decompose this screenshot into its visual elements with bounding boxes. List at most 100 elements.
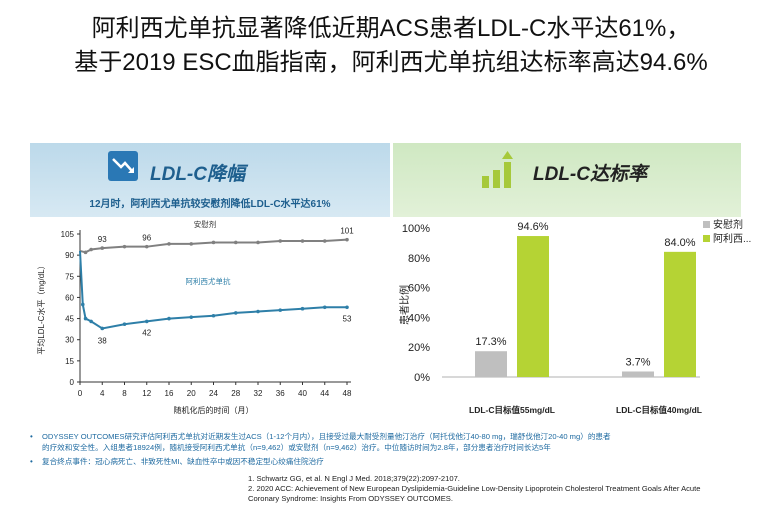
footnote-1: ODYSSEY OUTCOMES研究评估阿利西尤单抗对近期发生过ACS（1-12…	[42, 432, 611, 452]
left-panel-banner: LDL-C降幅 12月时，阿利西尤单抗较安慰剂降低LDL-C水平达61%	[30, 143, 390, 217]
legend-swatch	[703, 221, 710, 228]
data-point	[189, 242, 194, 246]
data-point	[211, 313, 216, 318]
bar	[475, 351, 507, 377]
references: 1. Schwartz GG, et al. N Engl J Med. 201…	[248, 474, 768, 504]
data-point	[122, 322, 127, 327]
x-tick-label: 8	[122, 389, 127, 398]
data-point	[89, 319, 93, 324]
data-point	[122, 244, 127, 249]
x-tick-label: 32	[254, 389, 263, 398]
bar-value-label: 84.0%	[664, 237, 695, 249]
data-point	[256, 309, 260, 314]
category-label: LDL-C目标值55mg/dL	[469, 405, 555, 415]
bar-chart-icon	[482, 151, 513, 188]
data-point	[144, 244, 149, 249]
bar-value-label: 17.3%	[475, 336, 506, 348]
title-line-1: 阿利西尤单抗显著降低近期ACS患者LDL-C水平达61%，	[91, 15, 691, 42]
data-point	[322, 305, 327, 310]
x-tick-label: 36	[276, 389, 285, 398]
y-tick-label: 15	[65, 357, 74, 366]
category-label: LDL-C目标值40mg/dL	[616, 405, 702, 415]
x-tick-label: 4	[100, 389, 105, 398]
left-panel-subtitle: 12月时，阿利西尤单抗较安慰剂降低LDL-C水平达61%	[89, 199, 331, 210]
data-point	[89, 247, 93, 252]
left-panel-title: LDL-C降幅	[150, 164, 245, 185]
x-axis-label: 随机化后的时间（月）	[174, 405, 254, 415]
data-point	[83, 316, 88, 321]
x-tick-label: 48	[343, 389, 352, 398]
data-label: 96	[142, 234, 151, 243]
data-point	[100, 246, 105, 250]
data-point	[144, 319, 149, 324]
bar-value-label: 3.7%	[625, 356, 650, 368]
data-point	[167, 316, 171, 321]
data-point	[80, 302, 85, 307]
y-axis-label: 平均LDL-C水平（mg/dL）	[36, 261, 46, 354]
series-line	[79, 250, 347, 330]
data-point	[278, 239, 283, 243]
y-tick-label: 45	[65, 315, 74, 324]
data-point	[233, 311, 238, 315]
x-tick-label: 40	[298, 389, 307, 398]
bar	[517, 236, 549, 377]
legend-label: 安慰剂	[713, 218, 743, 231]
reference-1: 1. Schwartz GG, et al. N Engl J Med. 201…	[248, 474, 460, 483]
y-tick-label: 75	[65, 272, 74, 281]
y-tick-label: 0%	[414, 372, 430, 384]
data-point	[278, 308, 283, 312]
data-point	[256, 240, 260, 245]
y-axis-label: 患者比例	[398, 285, 411, 325]
y-tick-label: 80%	[408, 253, 430, 265]
legend-label: 阿利西...	[713, 233, 751, 245]
series-label-alirocumab: 阿利西尤单抗	[186, 276, 231, 286]
data-point	[83, 250, 88, 255]
x-tick-label: 44	[320, 389, 329, 398]
footnote-2: 复合终点事件：冠心病死亡、非致死性MI、缺血性卒中或因不稳定型心绞痛住院治疗	[42, 457, 324, 466]
x-tick-label: 28	[231, 389, 240, 398]
bar	[664, 251, 696, 377]
x-tick-label: 12	[142, 389, 151, 398]
data-point	[345, 237, 349, 242]
data-label: 42	[142, 328, 151, 337]
data-point	[233, 240, 238, 245]
right-panel-banner: LDL-C达标率	[393, 143, 741, 217]
data-label: 93	[98, 235, 107, 244]
y-tick-label: 90	[65, 251, 74, 260]
data-label: 101	[340, 227, 354, 236]
y-tick-label: 105	[61, 230, 75, 239]
right-panel-title: LDL-C达标率	[533, 164, 647, 185]
data-point	[345, 305, 349, 310]
series-label-placebo: 安慰剂	[194, 219, 217, 229]
y-tick-label: 100%	[402, 223, 430, 235]
data-label: 38	[98, 336, 107, 345]
data-point	[189, 315, 194, 319]
title-line-2: 基于2019 ESC血脂指南，阿利西尤单抗组达标率高达94.6%	[74, 49, 708, 76]
legend-swatch	[703, 235, 710, 242]
goal-bar-chart: 0% 20% 40% 60% 80% 100% 患者比例 17.3% 94.6% LDL-C目标值…	[398, 218, 751, 415]
data-point	[211, 240, 216, 245]
footnote-bullet: •	[30, 432, 33, 441]
y-tick-label: 30	[65, 336, 74, 345]
data-label: 53	[343, 314, 352, 323]
y-tick-label: 60	[65, 293, 74, 302]
footnote-bullet: •	[30, 457, 33, 466]
x-tick-label: 0	[78, 389, 83, 398]
data-point	[300, 306, 305, 311]
data-point	[322, 239, 327, 243]
x-tick-label: 16	[165, 389, 174, 398]
reference-2: 2. 2020 ACC: Achievement of New European…	[248, 484, 701, 503]
data-point	[300, 239, 305, 243]
data-point	[167, 242, 171, 246]
bar-value-label: 94.6%	[517, 221, 548, 233]
y-tick-label: 0	[70, 378, 75, 387]
x-tick-label: 20	[187, 389, 196, 398]
data-point	[100, 326, 105, 331]
x-tick-label: 24	[209, 389, 218, 398]
y-tick-label: 40%	[408, 312, 430, 324]
bar	[622, 371, 654, 377]
y-tick-label: 20%	[408, 342, 430, 354]
y-tick-label: 60%	[408, 283, 430, 295]
trend-down-icon	[108, 151, 138, 181]
